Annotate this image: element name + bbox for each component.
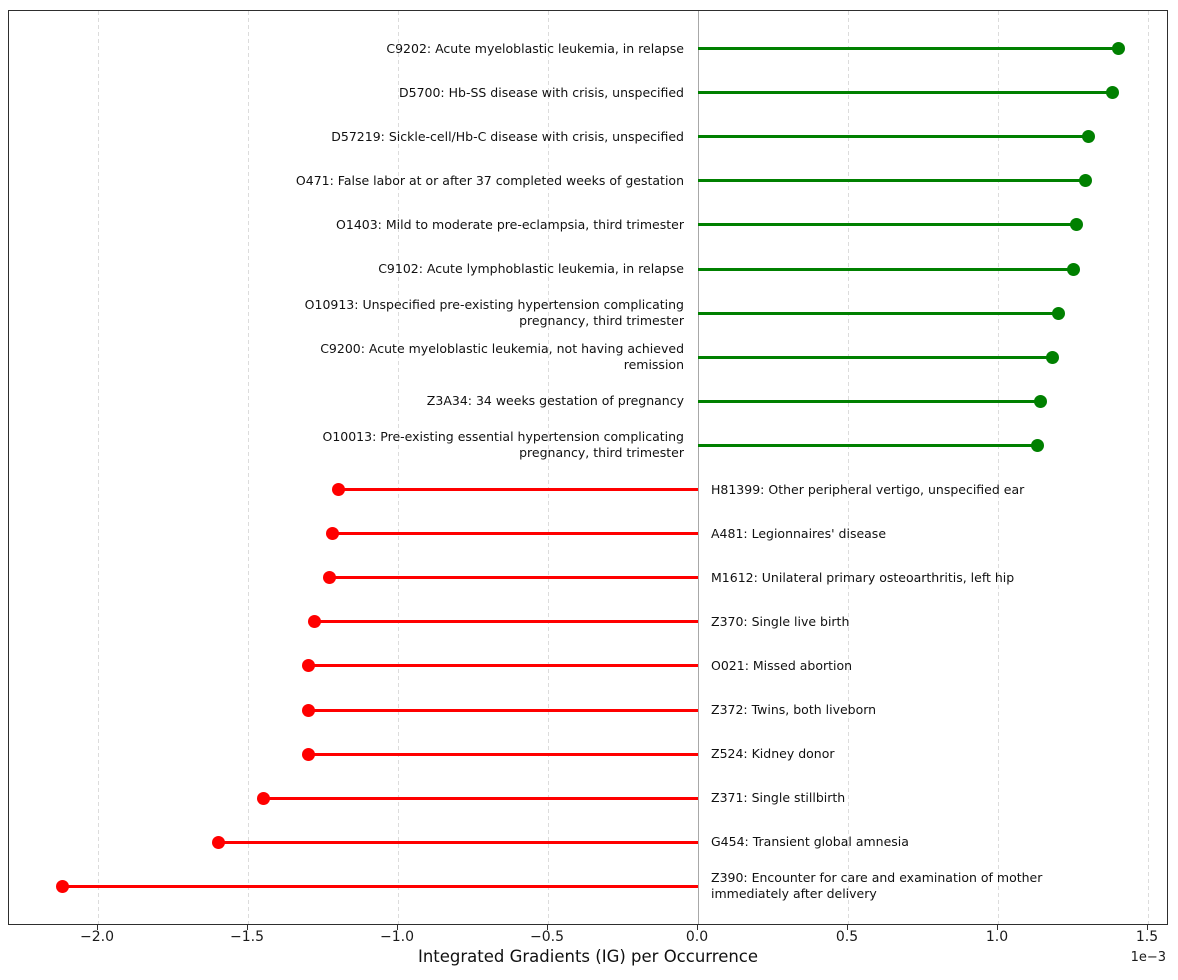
stem-line bbox=[698, 311, 1058, 315]
data-point-dot bbox=[211, 835, 225, 849]
stem-line bbox=[698, 355, 1052, 359]
data-point-dot bbox=[1078, 174, 1092, 188]
stem-line bbox=[698, 91, 1112, 95]
stem-line bbox=[698, 47, 1118, 50]
data-point-dot bbox=[331, 483, 345, 496]
category-label: O021: Missed abortion bbox=[711, 657, 853, 673]
stem-line bbox=[698, 399, 1040, 403]
stem-line bbox=[308, 752, 698, 756]
gridline bbox=[847, 11, 849, 924]
stem-line bbox=[698, 443, 1037, 447]
gridline bbox=[397, 11, 399, 924]
x-tick-label: −1.0 bbox=[380, 929, 414, 945]
gridline bbox=[547, 11, 549, 924]
data-point-dot bbox=[1030, 438, 1044, 452]
x-tick-label: −0.5 bbox=[530, 929, 564, 945]
x-tick-label: 1.0 bbox=[985, 929, 1009, 945]
category-label: Z370: Single live birth bbox=[711, 613, 850, 629]
plot-area: C9202: Acute myeloblastic leukemia, in r… bbox=[8, 10, 1168, 925]
stem-line bbox=[698, 179, 1085, 183]
stem-line bbox=[338, 488, 698, 491]
category-label: C9102: Acute lymphoblastic leukemia, in … bbox=[378, 261, 684, 276]
category-label: D57219: Sickle-cell/Hb-C disease with cr… bbox=[331, 128, 684, 144]
axis-offset-label: 1e−3 bbox=[1130, 950, 1166, 965]
category-label: Z524: Kidney donor bbox=[711, 746, 835, 762]
stem-line bbox=[698, 223, 1076, 227]
data-point-dot bbox=[325, 527, 339, 541]
category-label: M1612: Unilateral primary osteoarthritis… bbox=[711, 569, 1015, 585]
gridline bbox=[1147, 11, 1149, 924]
data-point-dot bbox=[256, 791, 270, 805]
x-tick-mark bbox=[546, 925, 548, 930]
data-point-dot bbox=[1111, 42, 1125, 55]
x-tick-label: 0.5 bbox=[835, 929, 859, 945]
stem-line bbox=[263, 796, 698, 800]
data-point-dot bbox=[1033, 394, 1047, 408]
data-point-dot bbox=[1045, 350, 1059, 364]
stem-line bbox=[698, 135, 1088, 139]
x-tick-mark bbox=[696, 925, 698, 930]
stem-line bbox=[218, 840, 698, 844]
x-tick-mark bbox=[396, 925, 398, 930]
zero-line bbox=[697, 11, 699, 924]
data-point-dot bbox=[1066, 262, 1080, 276]
x-tick-mark bbox=[1146, 925, 1148, 930]
stem-line bbox=[329, 576, 698, 580]
x-tick-label: 1.5 bbox=[1135, 929, 1159, 945]
x-tick-mark bbox=[246, 925, 248, 930]
data-point-dot bbox=[307, 615, 321, 629]
category-label: O1403: Mild to moderate pre-eclampsia, t… bbox=[336, 216, 684, 232]
gridline bbox=[997, 11, 999, 924]
category-label: D5700: Hb-SS disease with crisis, unspec… bbox=[398, 84, 684, 100]
category-label: Z371: Single stillbirth bbox=[711, 790, 846, 806]
stem-line bbox=[62, 884, 698, 888]
x-axis-label: Integrated Gradients (IG) per Occurrence bbox=[417, 947, 759, 966]
data-point-dot bbox=[1051, 306, 1065, 320]
gridline bbox=[247, 11, 249, 924]
data-point-dot bbox=[1081, 130, 1095, 144]
category-label: G454: Transient global amnesia bbox=[711, 834, 909, 850]
category-label: Z372: Twins, both liveborn bbox=[711, 702, 877, 717]
category-label: C9200: Acute myeloblastic leukemia, not … bbox=[320, 341, 684, 373]
gridline bbox=[97, 11, 99, 924]
category-label: A481: Legionnaires' disease bbox=[711, 525, 887, 541]
x-tick-label: 0.0 bbox=[685, 929, 709, 945]
stem-line bbox=[332, 532, 698, 536]
data-point-dot bbox=[322, 571, 336, 585]
x-tick-mark bbox=[846, 925, 848, 930]
category-label: O10913: Unspecified pre-existing hyperte… bbox=[304, 297, 684, 329]
data-point-dot bbox=[1105, 86, 1119, 100]
stem-line bbox=[308, 708, 698, 712]
x-tick-label: −2.0 bbox=[80, 929, 114, 945]
x-tick-mark bbox=[96, 925, 98, 930]
stem-line bbox=[308, 664, 698, 668]
data-point-dot bbox=[301, 747, 315, 761]
data-point-dot bbox=[301, 659, 315, 673]
data-point-dot bbox=[301, 703, 315, 717]
data-point-dot bbox=[55, 879, 69, 893]
x-tick-label: −1.5 bbox=[230, 929, 264, 945]
category-label: O10013: Pre-existing essential hypertens… bbox=[322, 429, 684, 461]
category-label: Z3A34: 34 weeks gestation of pregnancy bbox=[426, 393, 684, 409]
category-label: Z390: Encounter for care and examination… bbox=[711, 870, 1043, 902]
category-label: O471: False labor at or after 37 complet… bbox=[295, 172, 684, 188]
data-point-dot bbox=[1069, 218, 1083, 232]
stem-line bbox=[314, 620, 698, 624]
category-label: C9202: Acute myeloblastic leukemia, in r… bbox=[386, 40, 684, 56]
category-label: H81399: Other peripheral vertigo, unspec… bbox=[711, 481, 1025, 497]
x-tick-mark bbox=[996, 925, 998, 930]
stem-line bbox=[698, 267, 1073, 271]
